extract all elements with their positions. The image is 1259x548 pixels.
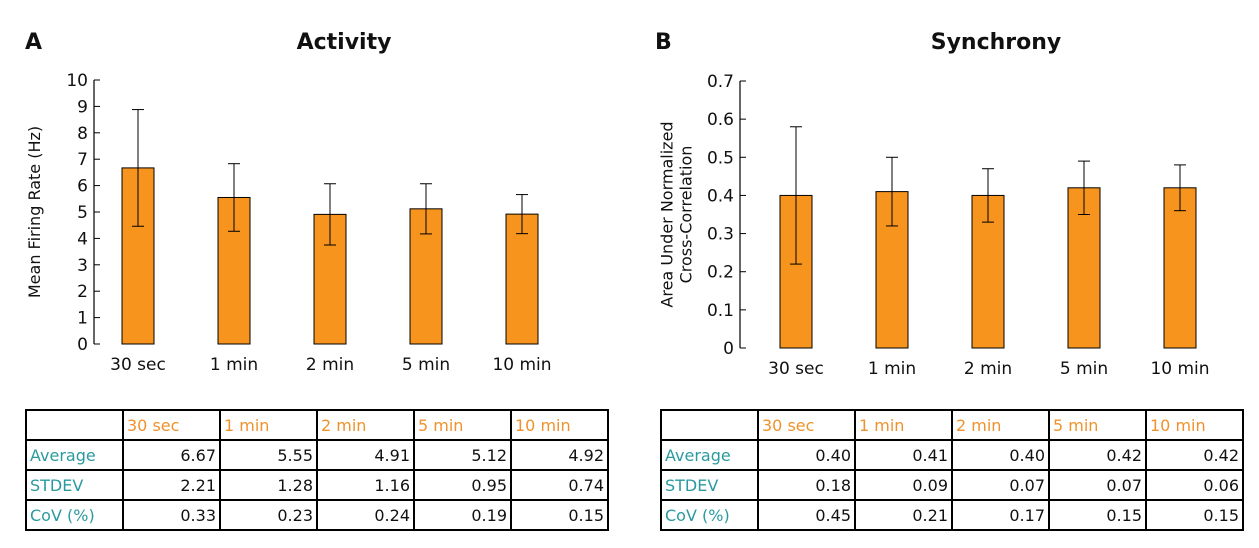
y-tick-label: 4 (77, 229, 88, 249)
table-header-row: 30 sec 1 min 2 min 5 min 10 min (25, 409, 609, 441)
table-cell: 0.42 (1048, 439, 1147, 471)
table-cell: 0.15 (1048, 499, 1147, 531)
table-corner (660, 409, 759, 441)
table-col-header: 10 min (1145, 409, 1244, 441)
table-cell: 0.33 (122, 499, 221, 531)
x-tick-label: 5 min (402, 355, 450, 375)
table-col-header: 5 min (413, 409, 512, 441)
y-tick-label: 0 (77, 335, 88, 355)
x-tick-label: 10 min (1150, 359, 1209, 379)
table-cell: 0.06 (1145, 469, 1244, 501)
x-tick-label: 1 min (868, 359, 916, 379)
table-row-label: STDEV (660, 469, 759, 501)
synchrony-stats-table: 30 sec 1 min 2 min 5 min 10 min Average … (660, 409, 1244, 531)
table-row-label: CoV (%) (660, 499, 759, 531)
y-tick-label: 7 (77, 150, 88, 170)
y-tick-label: 8 (77, 124, 88, 144)
y-tick-label: 9 (77, 97, 88, 117)
table-row: STDEV 0.18 0.09 0.07 0.07 0.06 (660, 469, 1244, 501)
table-cell: 0.18 (757, 469, 856, 501)
table-cell: 4.92 (510, 439, 609, 471)
x-tick-label: 2 min (964, 359, 1012, 379)
table-cell: 0.45 (757, 499, 856, 531)
table-cell: 6.67 (122, 439, 221, 471)
activity-stats-table: 30 sec 1 min 2 min 5 min 10 min Average … (25, 409, 609, 531)
y-axis-label: Mean Firing Rate (Hz) (25, 126, 44, 298)
x-tick-label: 10 min (492, 355, 551, 375)
panel-b-title: Synchrony (930, 30, 1062, 55)
y-tick-label: 5 (77, 203, 88, 223)
table-col-header: 5 min (1048, 409, 1147, 441)
table-cell: 0.09 (854, 469, 953, 501)
panel-b-letter: B (655, 30, 672, 55)
x-tick-label: 2 min (306, 355, 354, 375)
y-tick-label: 10 (66, 71, 88, 91)
table-row: CoV (%) 0.33 0.23 0.24 0.19 0.15 (25, 499, 609, 531)
y-tick-label: 1 (77, 309, 88, 329)
table-cell: 0.19 (413, 499, 512, 531)
y-tick-label: 6 (77, 177, 88, 197)
y-tick-label: 0.7 (707, 72, 734, 92)
y-tick-label: 0.6 (707, 110, 734, 130)
activity-chart: 0 1 2 3 4 5 6 7 8 9 10 Mean Firing Rate (Hz) 30 sec 1… (25, 71, 552, 375)
table-row-label: Average (25, 439, 124, 471)
table-row-label: Average (660, 439, 759, 471)
y-axis-label: Cross-Correlation (677, 146, 696, 284)
table-cell: 1.16 (316, 469, 415, 501)
table-cell: 0.41 (854, 439, 953, 471)
table-row: Average 0.40 0.41 0.40 0.42 0.42 (660, 439, 1244, 471)
x-tick-label: 30 sec (110, 355, 166, 375)
table-row: CoV (%) 0.45 0.21 0.17 0.15 0.15 (660, 499, 1244, 531)
table-cell: 0.23 (219, 499, 318, 531)
table-cell: 2.21 (122, 469, 221, 501)
y-tick-label: 0.5 (707, 148, 734, 168)
x-tick-label: 1 min (210, 355, 258, 375)
y-tick-label: 0.1 (707, 301, 734, 321)
y-tick-label: 0.3 (707, 225, 734, 245)
x-tick-label: 5 min (1060, 359, 1108, 379)
table-cell: 0.40 (951, 439, 1050, 471)
table-cell: 0.07 (951, 469, 1050, 501)
table-cell: 1.28 (219, 469, 318, 501)
table-col-header: 2 min (951, 409, 1050, 441)
y-tick-label: 0.2 (707, 263, 734, 283)
table-cell: 0.95 (413, 469, 512, 501)
table-header-row: 30 sec 1 min 2 min 5 min 10 min (660, 409, 1244, 441)
table-corner (25, 409, 124, 441)
panel-a-title: Activity (296, 30, 392, 55)
table-row-label: CoV (%) (25, 499, 124, 531)
table-col-header: 2 min (316, 409, 415, 441)
y-tick-label: 3 (77, 256, 88, 276)
table-cell: 0.15 (1145, 499, 1244, 531)
y-axis-label: Area Under Normalized (658, 121, 677, 307)
table-cell: 0.74 (510, 469, 609, 501)
table-cell: 0.40 (757, 439, 856, 471)
table-row: STDEV 2.21 1.28 1.16 0.95 0.74 (25, 469, 609, 501)
table-cell: 5.55 (219, 439, 318, 471)
table-col-header: 10 min (510, 409, 609, 441)
panel-a-letter: A (25, 30, 43, 55)
table-row: Average 6.67 5.55 4.91 5.12 4.92 (25, 439, 609, 471)
table-cell: 0.21 (854, 499, 953, 531)
table-cell: 0.07 (1048, 469, 1147, 501)
synchrony-chart: 0 0.1 0.2 0.3 0.4 0.5 0.6 0.7 Area Under Normali… (658, 72, 1210, 379)
table-col-header: 1 min (854, 409, 953, 441)
table-col-header: 1 min (219, 409, 318, 441)
table-cell: 0.17 (951, 499, 1050, 531)
x-tick-label: 30 sec (768, 359, 824, 379)
table-col-header: 30 sec (757, 409, 856, 441)
bar (1163, 187, 1197, 349)
table-cell: 0.42 (1145, 439, 1244, 471)
table-cell: 5.12 (413, 439, 512, 471)
table-cell: 4.91 (316, 439, 415, 471)
y-tick-label: 0.4 (707, 186, 734, 206)
table-cell: 0.15 (510, 499, 609, 531)
y-tick-label: 0 (723, 339, 734, 359)
table-row-label: STDEV (25, 469, 124, 501)
table-col-header: 30 sec (122, 409, 221, 441)
table-cell: 0.24 (316, 499, 415, 531)
y-tick-label: 2 (77, 282, 88, 302)
